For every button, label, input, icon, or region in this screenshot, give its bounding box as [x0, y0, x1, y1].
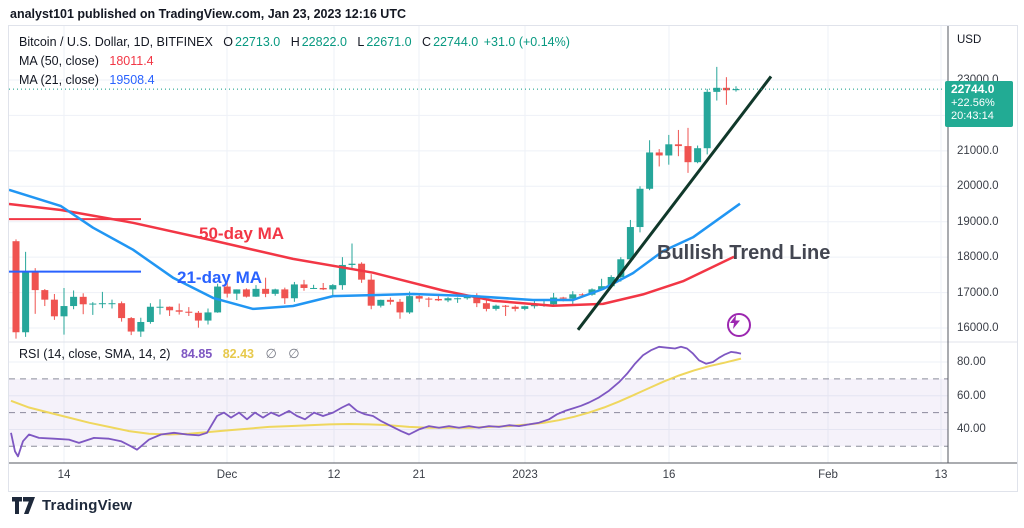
change-value: +31.0 (+0.14%) [483, 35, 570, 49]
rsi-sma-value: 82.43 [222, 347, 254, 361]
rsi-label: RSI (14, close, SMA, 14, 2) [19, 347, 171, 361]
time-axis-label: 14 [57, 469, 71, 481]
rsi-legend: RSI (14, close, SMA, 14, 2) 84.85 82.43 … [19, 346, 300, 362]
bullish-trend-line [576, 75, 773, 331]
time-axis-label: 13 [934, 469, 948, 481]
ma21-value: 19508.4 [109, 73, 155, 87]
currency-label: USD [957, 34, 982, 46]
rsi-axis-label: 80.00 [957, 356, 986, 368]
last-price-badge: 22744.0 +22.56% 20:43:14 [945, 81, 1013, 127]
ma21-label: MA (21, close) [19, 73, 99, 87]
ma50-value: 18011.4 [109, 54, 154, 68]
ma50-legend-row: MA (50, close) 18011.4 [19, 52, 570, 71]
price-axis-label: 18000.0 [957, 251, 999, 264]
chart-canvas[interactable] [9, 26, 1017, 491]
ma21-annotation: 21-day MA [177, 268, 263, 287]
price-axis-label: 16000.0 [957, 322, 999, 334]
badge-price: 22744.0 [951, 82, 995, 96]
rsi-line [10, 345, 742, 458]
price-axis-label: 20000.0 [957, 180, 999, 193]
rsi-axis-label: 60.00 [957, 389, 986, 402]
published-by-header: analyst101 published on TradingView.com,… [10, 7, 406, 21]
badge-change-pct: +22.56% [951, 96, 995, 109]
open-key: O [223, 35, 234, 49]
badge-countdown: 20:43:14 [951, 110, 994, 122]
high-key: H [290, 35, 300, 49]
rsi-hide-icon[interactable]: ∅ [265, 346, 277, 361]
high-value: 22822.0 [301, 35, 347, 49]
rsi-value: 84.85 [180, 347, 213, 361]
rsi-axis-label: 40.00 [957, 423, 986, 436]
rsi-sma-hide-icon[interactable]: ∅ [288, 346, 300, 361]
time-axis-label: 16 [662, 469, 676, 481]
low-key: L [357, 35, 365, 49]
rsi-overbought-oversold-band [9, 378, 948, 447]
time-axis-label: Dec [216, 469, 238, 481]
price-axis-label: 21000.0 [957, 144, 999, 157]
close-value: 22744.0 [433, 35, 479, 49]
grid-lines [9, 26, 948, 463]
close-key: C [422, 35, 432, 49]
time-axis-label: Feb [818, 469, 838, 481]
rsi-sma-line [10, 357, 742, 436]
tradingview-footer-link[interactable]: TradingView [12, 497, 132, 514]
ma21-legend-row: MA (21, close) 19508.4 [19, 71, 570, 90]
ma50-line [9, 202, 735, 307]
ma50-label: MA (50, close) [19, 54, 99, 68]
ma21-line [9, 188, 741, 311]
price-axis-label: 17000.0 [957, 286, 999, 299]
main-legend: Bitcoin / U.S. Dollar, 1D, BITFINEX O 227… [19, 33, 570, 90]
time-axis-label: 21 [412, 469, 426, 481]
symbol-title: Bitcoin / U.S. Dollar, 1D, BITFINEX [19, 35, 213, 49]
symbol-legend-row: Bitcoin / U.S. Dollar, 1D, BITFINEX O 227… [19, 33, 570, 52]
time-axis-label: 2023 [512, 469, 538, 481]
lightning-bolt-icon [727, 313, 751, 337]
time-axis-label: 12 [327, 469, 341, 481]
trend-line-annotation: Bullish Trend Line [657, 242, 831, 264]
open-value: 22713.0 [235, 35, 281, 49]
chart-frame: Bitcoin / U.S. Dollar, 1D, BITFINEX O 227… [8, 25, 1018, 492]
price-axis-label: 19000.0 [957, 215, 999, 228]
tradingview-logo-icon [12, 497, 35, 514]
low-value: 22671.0 [366, 35, 412, 49]
tradingview-brand-text: TradingView [42, 497, 133, 514]
ma50-annotation: 50-day MA [199, 224, 285, 243]
